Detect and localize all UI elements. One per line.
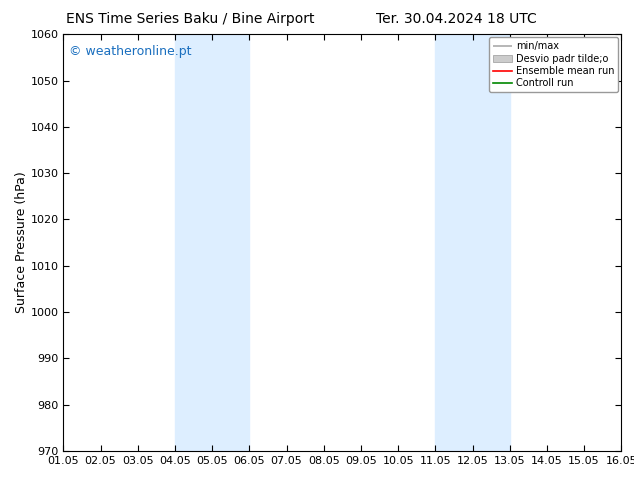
Bar [436,34,510,451]
Bar [175,34,249,451]
Text: Ter. 30.04.2024 18 UTC: Ter. 30.04.2024 18 UTC [376,12,537,26]
Text: ENS Time Series Baku / Bine Airport: ENS Time Series Baku / Bine Airport [66,12,314,26]
Text: © weatheronline.pt: © weatheronline.pt [69,45,191,58]
Legend: min/max, Desvio padr tilde;o, Ensemble mean run, Controll run: min/max, Desvio padr tilde;o, Ensemble m… [489,37,618,92]
Y-axis label: Surface Pressure (hPa): Surface Pressure (hPa) [15,172,28,314]
